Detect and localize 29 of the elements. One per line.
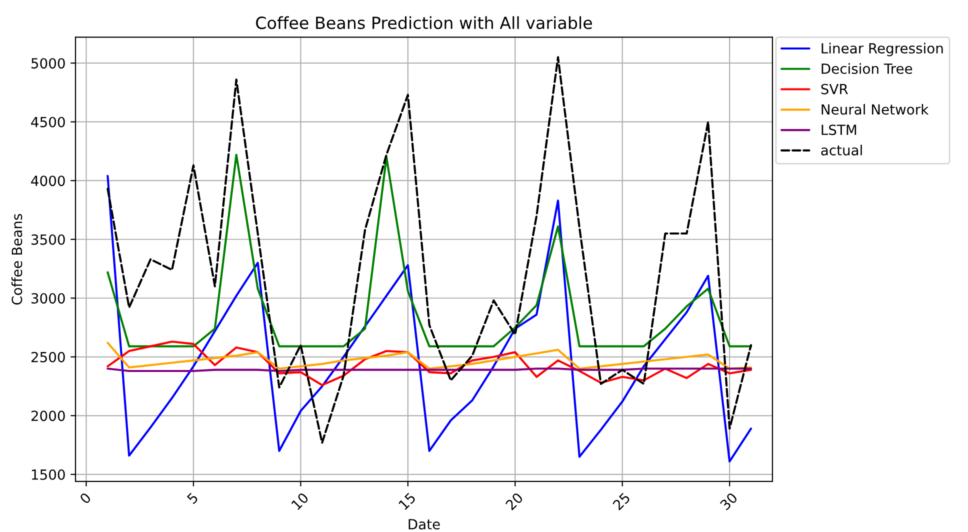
line-series bbox=[106, 340, 752, 386]
y-axis-title: Coffee Beans bbox=[11, 214, 22, 305]
y-tick-label: 1500 bbox=[32, 469, 65, 480]
y-tick-label: 3000 bbox=[31, 293, 65, 304]
x-axis-title: Date bbox=[408, 519, 440, 530]
legend-label: SVR bbox=[821, 84, 848, 94]
legend-label: LSTM bbox=[822, 124, 856, 136]
y-tick-label: 5000 bbox=[32, 58, 65, 69]
x-tick-label: 20 bbox=[505, 492, 524, 511]
chart-title: Coffee Beans Prediction with All variable bbox=[256, 16, 592, 30]
x-tick-label: 0 bbox=[79, 492, 92, 504]
x-tick-label: 25 bbox=[612, 492, 631, 511]
legend-label: Neural Network bbox=[822, 104, 929, 115]
x-tick-label: 5 bbox=[186, 492, 199, 504]
x-tick-label: 30 bbox=[719, 492, 738, 511]
line-series bbox=[106, 154, 752, 348]
line-series bbox=[106, 342, 752, 370]
y-tick-label: 2000 bbox=[31, 410, 65, 422]
legend-label: Decision Tree bbox=[822, 63, 912, 74]
y-tick-label: 3500 bbox=[31, 234, 65, 245]
y-tick-label: 4000 bbox=[31, 176, 65, 186]
legend-label: actual bbox=[821, 144, 862, 156]
legend-label: Linear Regression bbox=[822, 42, 943, 56]
x-tick-label: 10 bbox=[290, 492, 310, 510]
x-tick-label: 15 bbox=[398, 492, 416, 510]
line-series bbox=[106, 56, 752, 444]
y-tick-label: 4500 bbox=[31, 116, 65, 128]
line-series bbox=[106, 174, 752, 463]
y-tick-label: 2500 bbox=[31, 352, 65, 362]
